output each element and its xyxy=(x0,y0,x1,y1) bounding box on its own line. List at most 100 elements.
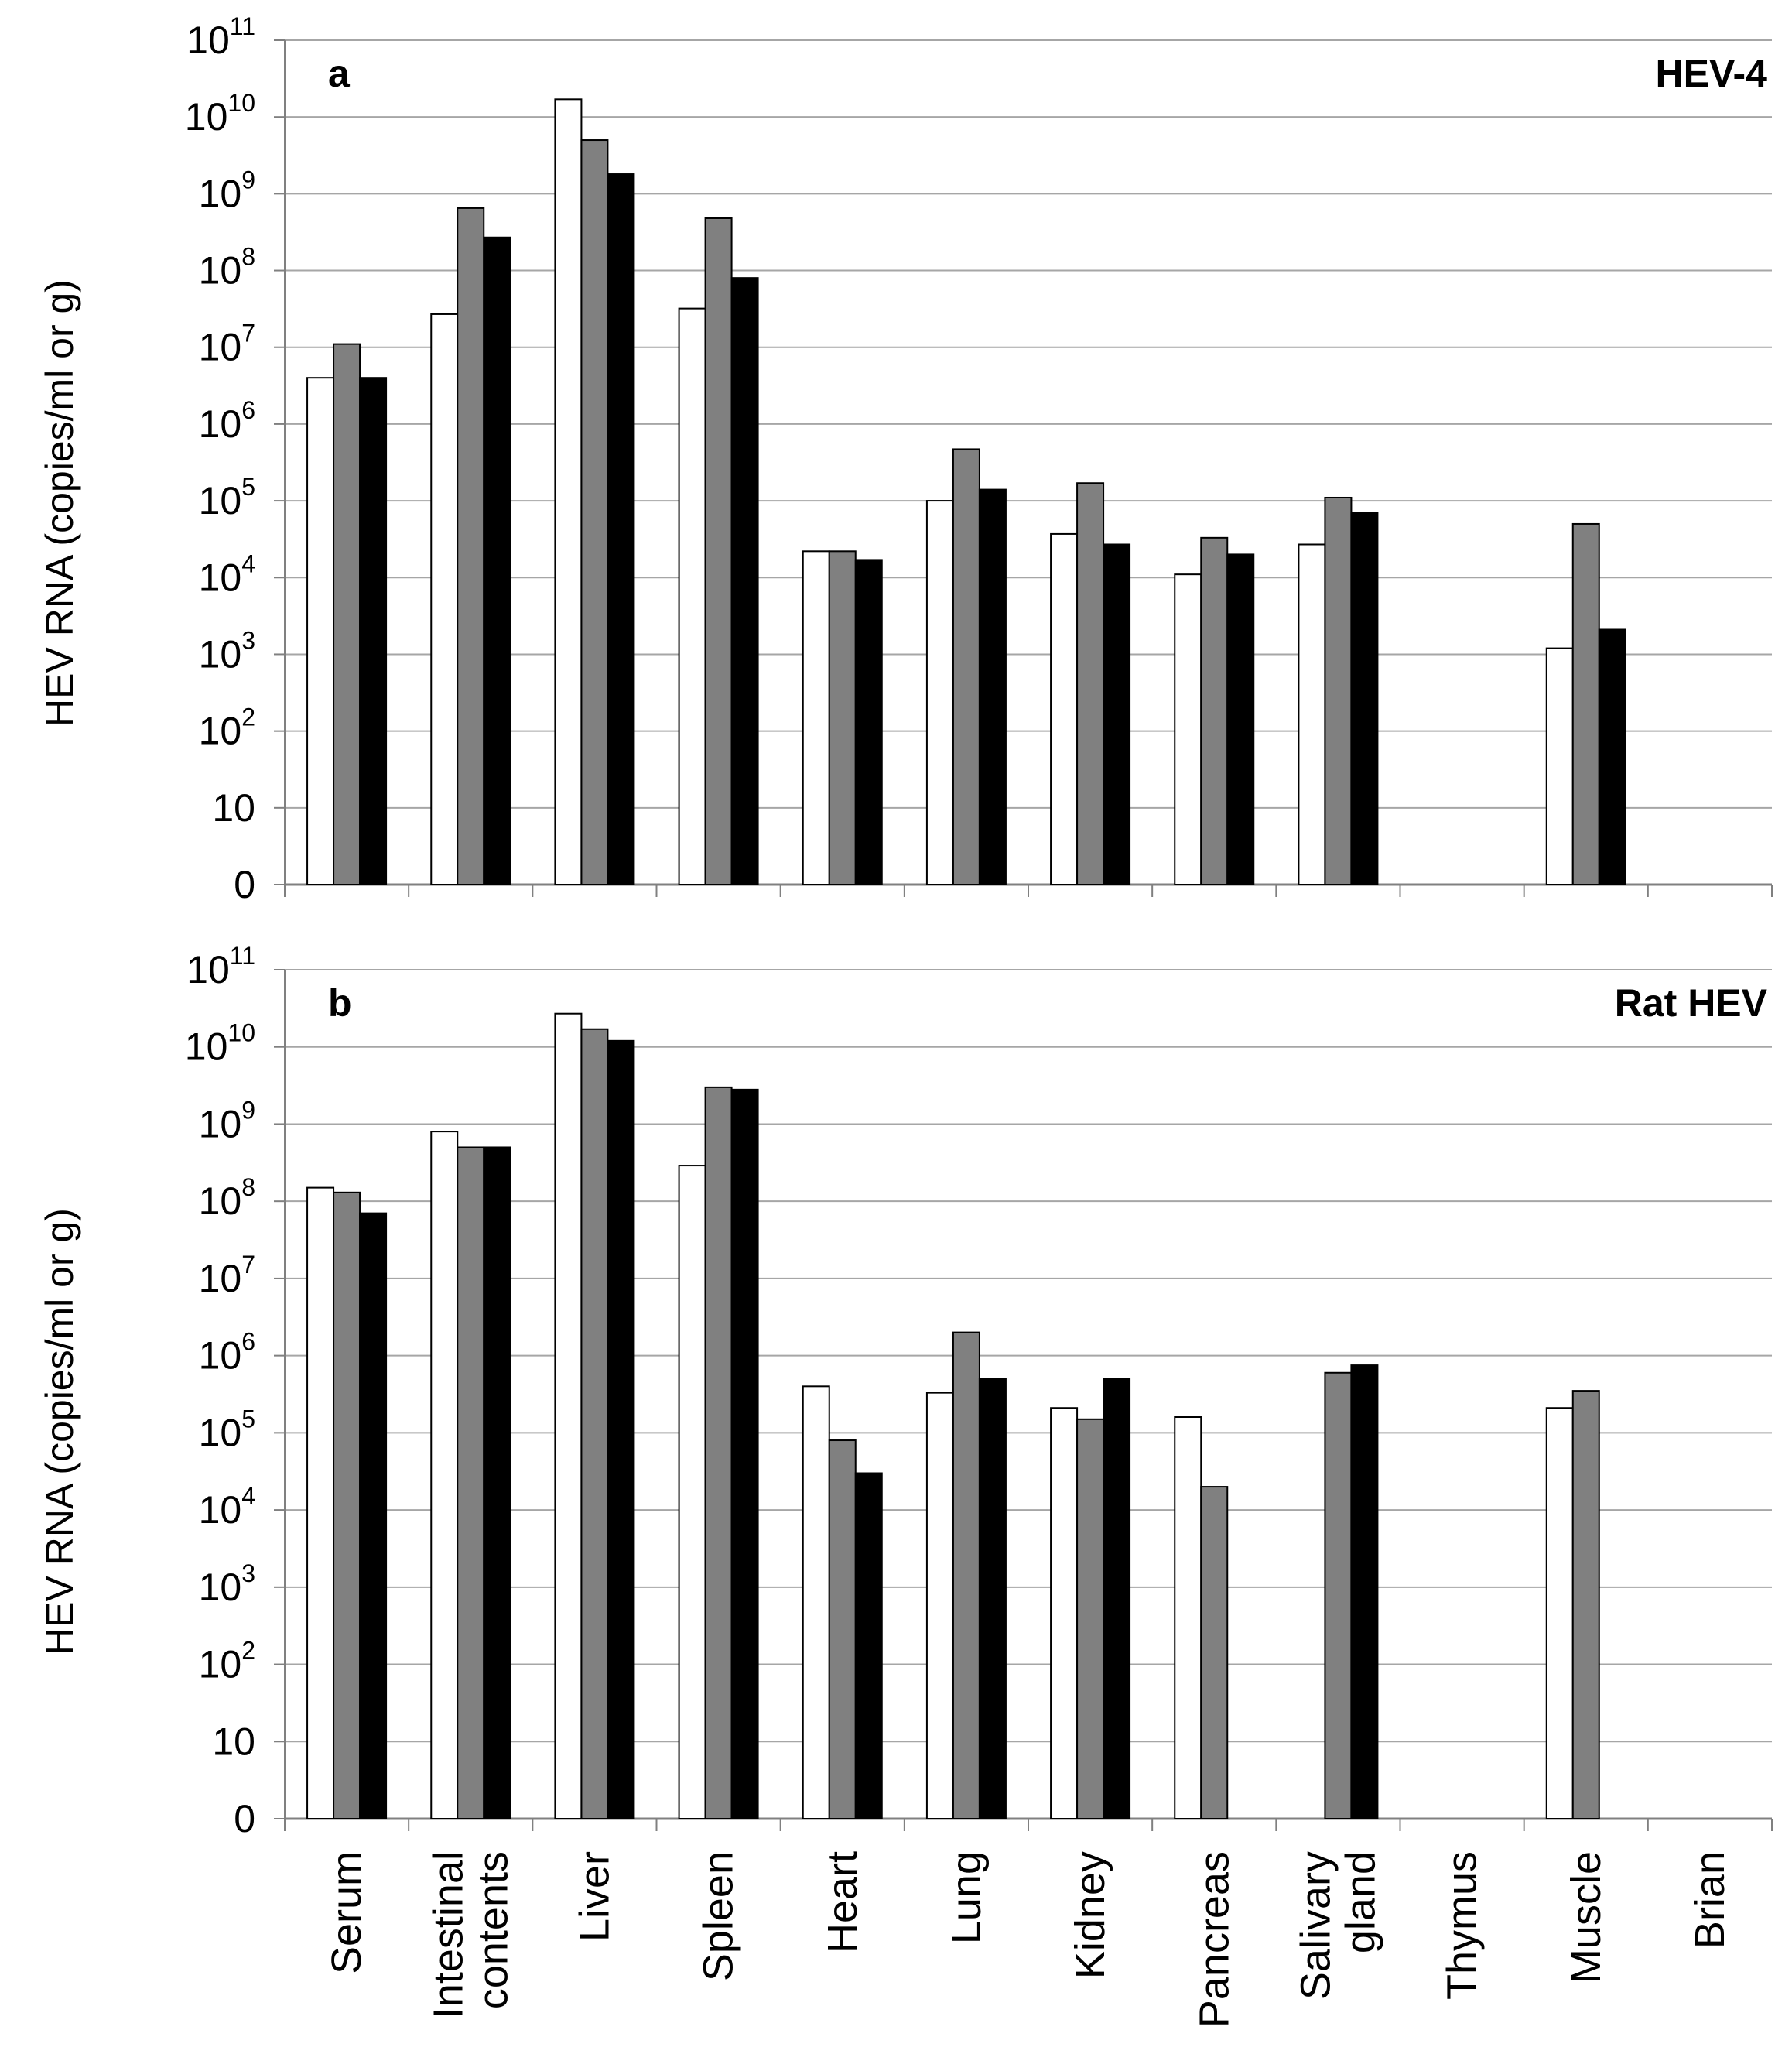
bar-pancreas-series-2 xyxy=(1200,536,1229,885)
chart-panel-a: 0 10 102 103 104 105 106 107 108 109 1010 1011 a HEV-… xyxy=(38,12,1773,906)
y-tick-label: 10 xyxy=(212,1720,255,1763)
bar-muscle-series-2 xyxy=(1571,522,1600,886)
x-category-label: Brian xyxy=(1687,1851,1733,1949)
y-tick-label: 103 xyxy=(199,626,255,676)
bar-intestinal-contents-series-1 xyxy=(430,313,459,885)
x-category-label: gland xyxy=(1337,1851,1383,1953)
bar-lung-series-3 xyxy=(978,1378,1007,1819)
bar-heart-series-3 xyxy=(854,559,883,885)
bar-muscle-series-3 xyxy=(1598,628,1626,886)
bar-intestinal-contents-series-2 xyxy=(457,207,485,885)
bar-kidney-series-1 xyxy=(1050,1407,1079,1819)
y-tick-label: 109 xyxy=(199,1096,255,1145)
y-tick-label: 1011 xyxy=(186,942,255,991)
bar-spleen-series-2 xyxy=(704,1086,733,1819)
bar-spleen-series-1 xyxy=(678,1165,706,1819)
bar-intestinal-contents-series-2 xyxy=(457,1146,485,1819)
y-tick-label: 108 xyxy=(199,1173,255,1223)
bar-pancreas-series-1 xyxy=(1174,1416,1202,1819)
y-tick-label: 107 xyxy=(199,320,255,369)
panel-letter: a xyxy=(328,52,351,95)
bar-heart-series-2 xyxy=(828,550,857,885)
bar-pancreas-series-1 xyxy=(1174,573,1202,885)
y-tick-label: 0 xyxy=(234,863,255,906)
bar-salivary-gland-series-2 xyxy=(1324,1371,1353,1819)
bar-kidney-series-2 xyxy=(1076,1418,1105,1819)
bar-lung-series-1 xyxy=(925,500,954,885)
bar-liver-series-3 xyxy=(607,173,635,886)
bar-liver-series-2 xyxy=(580,1028,609,1819)
y-tick-label: 1010 xyxy=(185,1019,255,1069)
x-category-label: Liver xyxy=(571,1851,617,1942)
chart-panel-b: 0 10 102 103 104 105 106 107 108 109 1010 1011 b Rat … xyxy=(38,942,1773,2028)
y-tick-label: 104 xyxy=(199,549,255,599)
bar-spleen-series-3 xyxy=(730,1088,759,1819)
bar-liver-series-1 xyxy=(554,1012,583,1819)
bar-muscle-series-2 xyxy=(1571,1390,1600,1819)
bar-lung-series-2 xyxy=(952,1331,980,1819)
y-tick-label: 102 xyxy=(199,703,255,753)
bar-salivary-gland-series-3 xyxy=(1350,1364,1379,1819)
bar-serum-series-1 xyxy=(306,1186,335,1819)
bar-intestinal-contents-series-3 xyxy=(483,1146,511,1819)
y-axis-title: HEV RNA (copies/ml or g) xyxy=(38,279,81,727)
panel-title: HEV-4 xyxy=(1655,52,1767,95)
y-tick-label: 106 xyxy=(199,1328,255,1378)
bar-spleen-series-1 xyxy=(678,307,706,886)
y-tick-label: 106 xyxy=(199,396,255,446)
bar-intestinal-contents-series-1 xyxy=(430,1131,459,1819)
bar-heart-series-1 xyxy=(802,550,830,885)
bar-heart-series-1 xyxy=(802,1385,830,1819)
bar-muscle-series-1 xyxy=(1545,647,1574,885)
y-tick-label: 107 xyxy=(199,1251,255,1300)
x-category-label: Lung xyxy=(943,1851,990,1944)
x-category-label: Muscle xyxy=(1563,1851,1609,1984)
x-category-label: Serum xyxy=(323,1851,370,1974)
y-tick-label: 108 xyxy=(199,243,255,293)
bar-kidney-series-2 xyxy=(1076,482,1105,885)
y-tick-label: 1011 xyxy=(186,12,255,62)
y-tick-label: 109 xyxy=(199,166,255,215)
bar-lung-series-2 xyxy=(952,448,980,885)
bar-lung-series-1 xyxy=(925,1392,954,1820)
bar-salivary-gland-series-1 xyxy=(1298,543,1326,885)
x-category-label: Heart xyxy=(819,1851,866,1953)
y-tick-label: 105 xyxy=(199,473,255,522)
bar-heart-series-3 xyxy=(854,1472,883,1819)
x-category-label: Intestinal xyxy=(425,1851,471,2018)
bar-intestinal-contents-series-3 xyxy=(483,236,511,885)
y-axis-title: HEV RNA (copies/ml or g) xyxy=(38,1208,81,1655)
bar-serum-series-2 xyxy=(333,343,361,885)
panel-title: Rat HEV xyxy=(1615,981,1768,1025)
panel-letter: b xyxy=(328,981,352,1025)
y-tick-label: 1010 xyxy=(185,89,255,139)
bar-spleen-series-3 xyxy=(730,277,759,885)
bar-serum-series-2 xyxy=(333,1191,361,1820)
bar-pancreas-series-3 xyxy=(1226,553,1255,885)
bar-serum-series-1 xyxy=(306,377,335,885)
y-tick-label: 10 xyxy=(212,786,255,830)
y-tick-label: 103 xyxy=(199,1559,255,1609)
bar-heart-series-2 xyxy=(828,1439,857,1819)
bar-spleen-series-2 xyxy=(704,217,733,885)
x-category-label: Thymus xyxy=(1439,1851,1486,2000)
y-tick-label: 104 xyxy=(199,1482,255,1532)
bar-salivary-gland-series-2 xyxy=(1324,496,1353,886)
bar-kidney-series-1 xyxy=(1050,532,1079,885)
y-tick-label: 0 xyxy=(234,1797,255,1840)
bar-kidney-series-3 xyxy=(1103,1378,1131,1819)
x-category-label: Spleen xyxy=(696,1851,742,1981)
bar-salivary-gland-series-3 xyxy=(1350,512,1379,885)
y-tick-label: 102 xyxy=(199,1637,255,1686)
bar-muscle-series-1 xyxy=(1545,1407,1574,1819)
x-category-label: Salivary xyxy=(1292,1851,1339,2000)
bar-liver-series-2 xyxy=(580,139,609,885)
bar-kidney-series-3 xyxy=(1103,543,1131,885)
bar-liver-series-3 xyxy=(607,1039,635,1819)
bar-lung-series-3 xyxy=(978,488,1007,885)
x-category-label: Kidney xyxy=(1067,1851,1113,1979)
x-category-label: contents xyxy=(470,1851,516,2009)
bar-liver-series-1 xyxy=(554,98,583,885)
bar-serum-series-3 xyxy=(359,377,388,885)
